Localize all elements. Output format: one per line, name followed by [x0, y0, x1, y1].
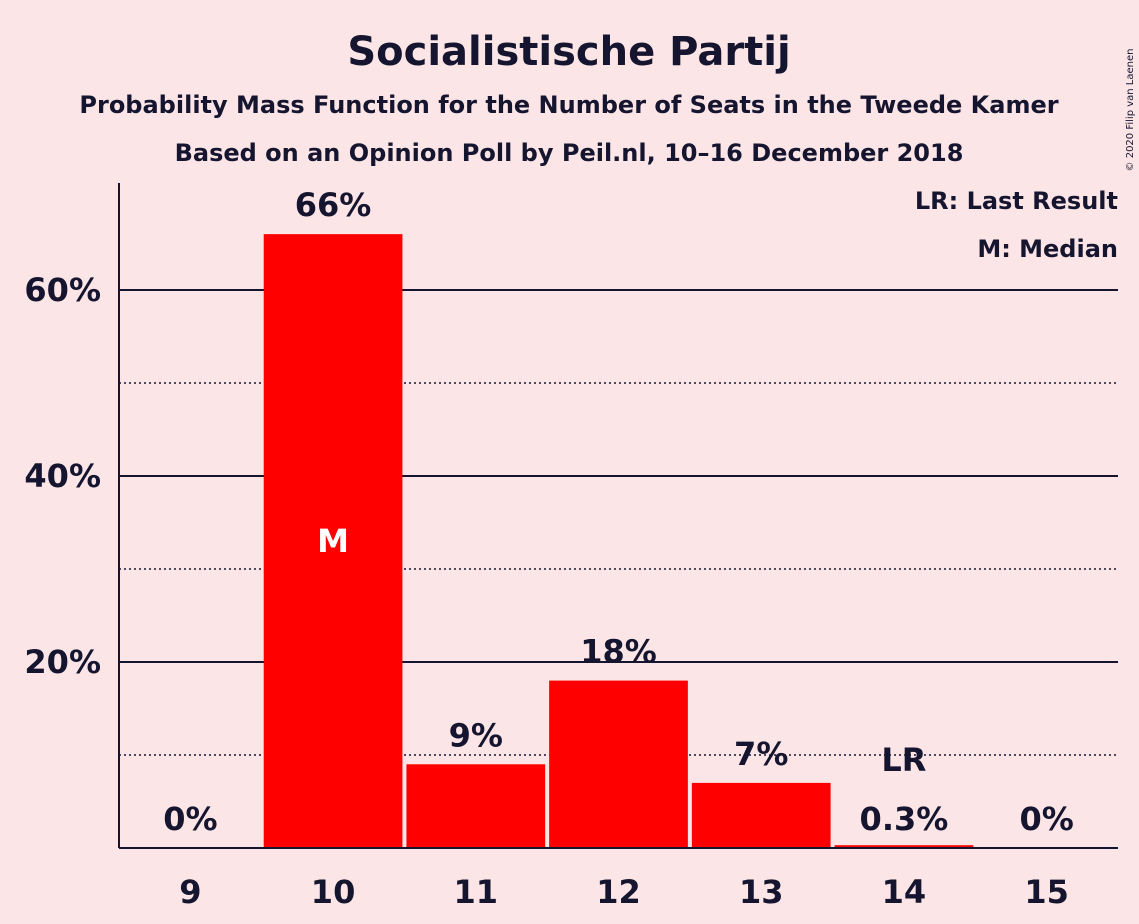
bar-seats-10: [263, 234, 403, 849]
value-label-seats-12: 18%: [580, 633, 657, 671]
y-tick-label: 40%: [24, 457, 101, 495]
bar-seats-12: [549, 680, 688, 848]
value-label-seats-11: 9%: [449, 716, 503, 754]
chart-subtitle-poll-source: Based on an Opinion Poll by Peil.nl, 10–…: [175, 139, 964, 167]
data-labels: 0% 66% 9% 18% 7% 0.3% 0% M LR: [163, 186, 1074, 838]
value-label-seats-15: 0%: [1019, 800, 1073, 838]
chart-subtitle-poll-type: Probability Mass Function for the Number…: [79, 91, 1058, 119]
y-tick-label: 20%: [24, 643, 101, 681]
x-tick-label: 10: [311, 873, 356, 911]
x-tick-label: 15: [1024, 873, 1069, 911]
x-tick-label: 13: [739, 873, 784, 911]
last-result-marker: LR: [881, 741, 926, 779]
x-tick-label: 11: [454, 873, 499, 911]
median-marker: M: [317, 522, 349, 560]
bars: [263, 234, 974, 849]
copyright-note: © 2020 Filip van Laenen: [1125, 49, 1136, 172]
y-tick-label: 60%: [24, 271, 101, 309]
bar-seats-13: [691, 782, 831, 848]
value-label-seats-9: 0%: [163, 800, 217, 838]
value-label-seats-13: 7%: [734, 735, 788, 773]
legend-last-result: LR: Last Result: [915, 187, 1118, 215]
chart-title: Socialistische Partij: [347, 29, 790, 75]
bar-seats-11: [406, 764, 546, 848]
x-tick-label: 14: [882, 873, 927, 911]
value-label-seats-14: 0.3%: [860, 800, 949, 838]
x-tick-label: 9: [179, 873, 201, 911]
x-tick-label: 12: [596, 873, 641, 911]
bar-seats-14: [834, 845, 974, 848]
axes: 20% 40% 60% 9 10 11 12 13 14 15: [24, 183, 1118, 911]
value-label-seats-10: 66%: [295, 186, 372, 224]
legend-median: M: Median: [977, 235, 1118, 263]
